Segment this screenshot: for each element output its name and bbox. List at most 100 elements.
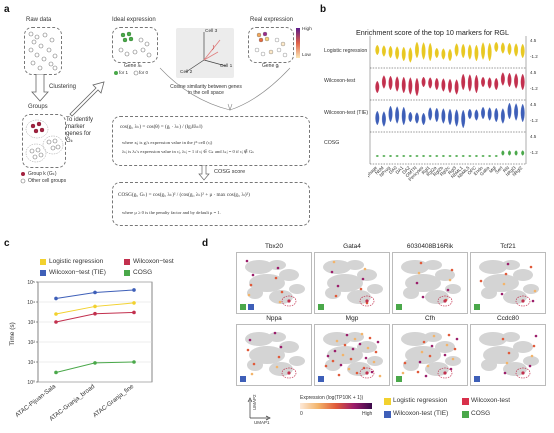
violin-3-9 <box>435 155 439 157</box>
runtime-ytick-0: 10⁰ <box>27 380 35 386</box>
umap-cloud-4 <box>481 359 497 371</box>
umap-expr-dot-3 <box>276 266 280 270</box>
runtime-point-1-0 <box>54 320 58 324</box>
runtime-point-2-2 <box>132 288 136 292</box>
violin-tick-low-1: -1.2 <box>530 86 538 91</box>
umap-expr-dot-23 <box>353 337 357 341</box>
violin-3-17 <box>488 155 492 157</box>
umap-expr-dot-1 <box>501 337 505 341</box>
violin-2-4 <box>401 106 406 126</box>
umap-expr-dot-12 <box>455 337 459 341</box>
violin-1-2 <box>388 75 393 91</box>
group-legend-dots <box>20 172 26 184</box>
method-label-cosg: COSG <box>324 140 340 146</box>
violin-0-7 <box>421 42 426 60</box>
umap-cloud-5 <box>347 362 371 376</box>
violin-0-15 <box>474 44 479 62</box>
violin-2-5 <box>408 111 413 123</box>
d-legend-swatch-wilcox-tie <box>384 411 391 418</box>
umap-expr-dot-5 <box>250 372 254 376</box>
umap-expr-dot-24 <box>326 354 330 358</box>
umap-cloud-4 <box>247 359 263 371</box>
violin-3-11 <box>448 155 452 157</box>
violin-0-8 <box>428 42 433 62</box>
cosine-formula: cos(gᵢ, λₖ) = cos(θ) = (gᵢ · λₖ) / (‖gᵢ‖… <box>120 124 203 130</box>
umap-plot-tbx20 <box>236 252 312 314</box>
umap-cloud-5 <box>269 290 293 304</box>
violin-1-18 <box>494 77 499 91</box>
legend-label-cosg: COSG <box>133 269 153 276</box>
runtime-xlabel-2: ATAC-Granja_fine <box>92 383 136 419</box>
cluster-label-18: Mgl <box>488 165 497 174</box>
method-badge <box>240 376 246 382</box>
umap-expr-dot-25 <box>355 371 359 375</box>
umap-expr-dot-18 <box>376 340 380 344</box>
umap-target-circle <box>437 295 453 307</box>
method-label-wilcox: Wilcoxon-test <box>324 78 356 84</box>
umap-expr-dot-6 <box>364 356 368 360</box>
d-legend-label-cosg: COSG <box>471 410 491 417</box>
d-legend-label-wilcox-tie: Wilcoxon-test (TIE) <box>393 410 449 417</box>
umap-expr-dot-1 <box>416 370 420 374</box>
violin-tick-high-0: 4.5 <box>530 38 537 43</box>
violin-0-4 <box>401 46 406 62</box>
groups-cells <box>25 119 64 163</box>
runtime-y-label: Time (s) <box>9 322 16 346</box>
umap-expr-dot-0 <box>528 364 532 368</box>
violin-2-19 <box>500 108 505 124</box>
umap-cloud-4 <box>325 359 341 371</box>
umap-expr-dot-16 <box>403 361 407 365</box>
umap-expr-dot-5 <box>505 361 509 365</box>
runtime-point-0-0 <box>54 312 58 316</box>
violin-1-14 <box>467 74 472 92</box>
violin-0-12 <box>454 43 459 57</box>
real-expression-box <box>248 27 294 63</box>
violin-1-19 <box>500 72 505 86</box>
umap-target-circle <box>515 367 531 379</box>
umap-expr-dot-11 <box>341 353 345 357</box>
violin-0-3 <box>395 46 400 60</box>
cell-axis-1: Cell 1 <box>220 64 233 69</box>
umap-target-dot <box>365 371 369 375</box>
umap-plot-nppa <box>236 324 312 386</box>
colorbar-low-label: Low <box>302 53 311 58</box>
umap-expr-dot-7 <box>280 290 284 294</box>
violin-2-7 <box>421 112 426 126</box>
to-identify-line-2: marker <box>66 124 85 130</box>
cluster-label-19: Sert <box>494 165 504 175</box>
umap-cells-tcf21 <box>479 260 539 307</box>
method-badge <box>240 304 246 310</box>
umap-cells-tbx20 <box>245 259 305 307</box>
umap-title-gata4: Gata4 <box>343 243 361 250</box>
umap-cloud-5 <box>503 362 527 376</box>
ideal-expression-box <box>112 27 158 63</box>
violin-1-15 <box>474 74 479 94</box>
violin-2-22 <box>520 103 525 123</box>
cosg-score-label: COSG score <box>214 169 246 175</box>
umap-cloud-6 <box>289 284 305 294</box>
cluster-label-16: Endo <box>473 165 484 176</box>
umap-expr-dot-3 <box>361 277 365 281</box>
umap-target-circle <box>281 295 297 307</box>
cosg-score-arrow <box>198 165 210 181</box>
umap-expr-dot-22 <box>324 364 328 368</box>
violin-0-5 <box>408 47 413 63</box>
umap-plot-tcf21 <box>470 252 546 314</box>
umap-cloud-6 <box>289 356 305 366</box>
violin-0-16 <box>481 42 485 60</box>
umap-expr-dot-4 <box>334 294 338 298</box>
umap-expr-dot-2 <box>332 260 336 264</box>
clustering-arrow <box>31 74 49 102</box>
umap-expr-dot-8 <box>366 346 370 350</box>
umap-cloud-1 <box>346 260 364 270</box>
runtime-point-0-1 <box>93 304 97 309</box>
violin-0-17 <box>487 42 492 62</box>
umap-target-circle <box>515 295 531 307</box>
violin-1-22 <box>520 73 525 91</box>
umap-expr-dot-1 <box>274 276 278 280</box>
umap-cells-cfh <box>401 332 461 379</box>
violin-1-6 <box>415 77 419 97</box>
umap-cloud-0 <box>323 332 351 346</box>
umap-expr-dot-5 <box>363 267 367 271</box>
raw-data-label: Raw data <box>26 17 52 23</box>
